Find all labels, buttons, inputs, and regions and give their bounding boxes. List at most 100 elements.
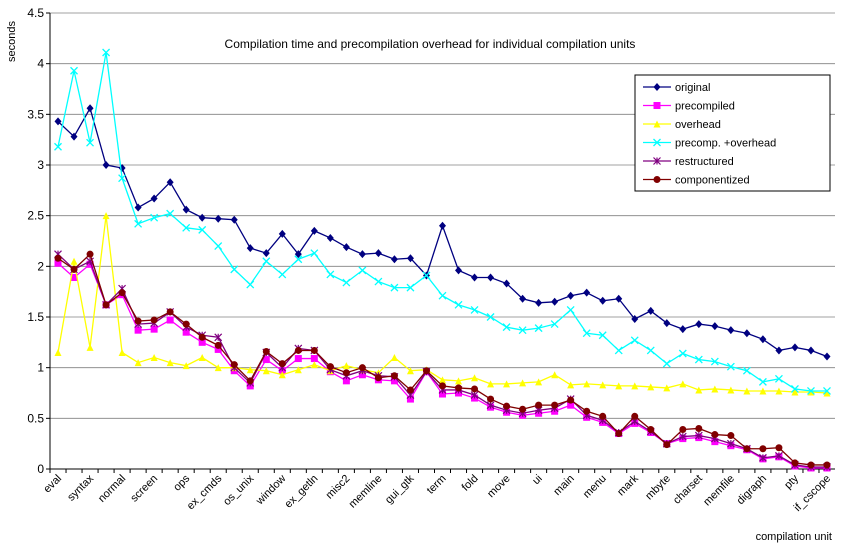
data-point — [631, 315, 639, 324]
data-point — [487, 395, 495, 403]
data-point — [551, 401, 559, 409]
data-point — [182, 320, 190, 328]
data-point — [166, 316, 174, 324]
y-tick-label: 0 — [37, 462, 44, 476]
data-point — [454, 300, 463, 309]
data-point — [134, 219, 143, 228]
data-point — [246, 280, 255, 289]
data-point — [566, 305, 575, 314]
data-point — [134, 359, 142, 367]
legend-marker — [653, 157, 661, 165]
data-point — [726, 362, 735, 371]
data-point — [470, 391, 479, 399]
data-point — [759, 445, 767, 453]
data-point — [727, 432, 735, 440]
data-point — [518, 326, 527, 335]
data-point — [134, 203, 142, 212]
legend-marker — [653, 120, 661, 128]
data-point — [310, 226, 318, 235]
data-point — [807, 388, 815, 396]
data-point — [726, 439, 735, 448]
data-point — [374, 374, 382, 382]
y-tick-label: 4 — [37, 57, 44, 71]
data-point — [406, 283, 415, 292]
data-point — [487, 273, 495, 282]
data-point — [70, 66, 78, 75]
data-point — [775, 387, 783, 395]
data-point — [70, 257, 78, 265]
y-tick-label: 4.5 — [27, 6, 44, 20]
data-point — [695, 386, 703, 394]
data-point — [310, 249, 319, 258]
data-point — [791, 343, 799, 352]
data-point — [535, 298, 543, 307]
legend-label: restructured — [675, 156, 734, 168]
data-point — [471, 385, 479, 393]
data-point — [519, 294, 527, 303]
data-point — [390, 283, 399, 292]
data-point — [230, 361, 238, 369]
data-point — [406, 367, 414, 375]
data-point — [471, 273, 479, 282]
data-point — [759, 387, 767, 395]
data-point — [743, 445, 751, 453]
data-point — [599, 412, 607, 420]
data-point — [342, 278, 351, 287]
data-point — [406, 395, 414, 403]
data-point — [486, 313, 495, 321]
data-point — [550, 320, 559, 329]
data-point — [647, 425, 655, 433]
data-point — [262, 347, 270, 355]
data-point — [743, 329, 751, 338]
data-point — [278, 229, 286, 238]
data-point — [118, 289, 126, 297]
data-point — [86, 104, 94, 113]
data-point — [583, 380, 591, 388]
data-point — [150, 316, 158, 324]
data-point — [759, 335, 767, 344]
data-point — [727, 326, 735, 335]
data-point — [294, 366, 302, 374]
data-point — [214, 242, 223, 251]
data-point — [439, 221, 446, 230]
data-point — [582, 329, 591, 338]
data-point — [374, 249, 382, 258]
data-point — [54, 259, 62, 267]
data-point — [455, 266, 463, 275]
data-point — [390, 372, 398, 380]
data-point — [519, 379, 527, 387]
data-point — [583, 407, 591, 415]
data-point — [70, 265, 78, 273]
data-point — [662, 359, 671, 368]
data-point — [823, 352, 831, 361]
data-point — [534, 324, 543, 333]
data-point — [262, 367, 270, 375]
data-point — [710, 357, 719, 366]
data-point — [198, 213, 206, 222]
data-point — [54, 117, 62, 126]
data-point — [678, 432, 687, 441]
y-tick-label: 2 — [37, 259, 44, 273]
data-point — [743, 387, 751, 395]
data-point — [775, 444, 783, 452]
data-point — [758, 453, 767, 462]
legend-box — [634, 74, 831, 192]
data-point — [294, 346, 302, 354]
data-point — [230, 215, 238, 224]
data-point — [278, 371, 286, 379]
data-point — [598, 331, 607, 340]
data-point — [535, 401, 543, 409]
data-point — [711, 322, 719, 331]
data-point — [679, 380, 687, 388]
data-point — [374, 277, 383, 286]
data-point — [278, 360, 286, 368]
data-point — [694, 431, 703, 440]
data-point — [342, 377, 350, 385]
data-point — [551, 371, 559, 379]
data-point — [310, 361, 318, 369]
data-point — [422, 367, 430, 375]
data-point — [615, 294, 623, 303]
data-point — [118, 348, 126, 356]
data-point — [791, 388, 799, 396]
data-point — [439, 376, 446, 384]
